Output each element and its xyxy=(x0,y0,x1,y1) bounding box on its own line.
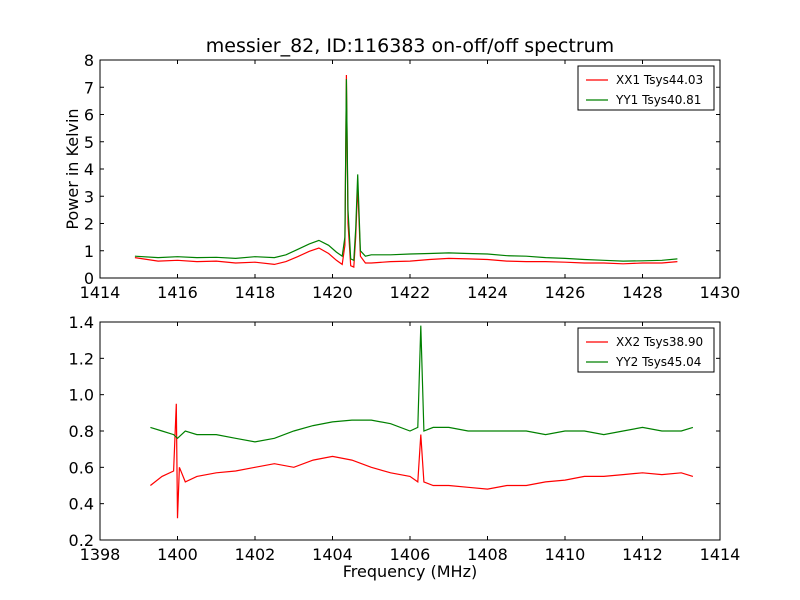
bottom-x-tick-label: 1402 xyxy=(235,545,276,564)
top-y-tick-label: 6 xyxy=(84,106,94,125)
top-x-tick-label: 1418 xyxy=(235,283,276,302)
bottom-x-tick-label: 1410 xyxy=(545,545,586,564)
top-x-tick-label: 1422 xyxy=(390,283,431,302)
bottom-x-tick-label: 1408 xyxy=(467,545,508,564)
bottom-y-tick-label: 1.0 xyxy=(69,386,94,405)
bottom-x-tick-label: 1414 xyxy=(700,545,741,564)
top-y-tick-label: 2 xyxy=(84,215,94,234)
top-legend-box xyxy=(577,65,715,111)
top-panel: 1414 1416 1418 1420 1422 1424 1426 1428 1430 0 1 2 3… xyxy=(63,51,740,302)
top-x-tick-label: 1426 xyxy=(545,283,586,302)
bottom-y-tick-label: 1.4 xyxy=(69,313,94,332)
top-y-tick-label: 0 xyxy=(84,269,94,288)
top-y-tick-label: 8 xyxy=(84,51,94,70)
top-x-tick-label: 1414 xyxy=(80,283,121,302)
bottom-legend-box xyxy=(577,327,715,373)
top-x-tick-label: 1416 xyxy=(157,283,198,302)
bottom-legend-label-1: YY2 Tsys45.04 xyxy=(615,355,701,369)
top-y-tick-label: 4 xyxy=(84,160,94,179)
bottom-x-axis-title: Frequency (MHz) xyxy=(343,562,477,581)
bottom-x-tick-label: 1398 xyxy=(80,545,121,564)
top-x-tick-label: 1424 xyxy=(467,283,508,302)
top-legend: XX1 Tsys44.03 YY1 Tsys40.81 xyxy=(577,65,715,111)
bottom-x-tick-label: 1400 xyxy=(157,545,198,564)
top-x-tick-label: 1428 xyxy=(622,283,663,302)
bottom-x-tick-label: 1406 xyxy=(390,545,431,564)
bottom-y-tick-label: 0.8 xyxy=(69,422,94,441)
top-legend-label-1: YY1 Tsys40.81 xyxy=(615,93,701,107)
bottom-y-tick-label: 1.2 xyxy=(69,349,94,368)
bottom-legend-label-0: XX2 Tsys38.90 xyxy=(616,335,703,349)
bottom-panel: 1398 1400 1402 1404 1406 1408 1410 1412 1414 0.2 0… xyxy=(69,313,741,581)
bottom-legend: XX2 Tsys38.90 YY2 Tsys45.04 xyxy=(577,327,715,373)
figure-title: messier_82, ID:116383 on-off/off spectru… xyxy=(206,35,614,57)
bottom-y-tick-label: 0.4 xyxy=(69,495,94,514)
bottom-y-tick-label: 0.2 xyxy=(69,531,94,550)
top-y-tick-label: 5 xyxy=(84,133,94,152)
bottom-x-tick-label: 1404 xyxy=(312,545,353,564)
top-x-tick-label: 1430 xyxy=(700,283,741,302)
top-y-axis-title: Power in Kelvin xyxy=(63,108,82,229)
top-legend-label-0: XX1 Tsys44.03 xyxy=(616,73,703,87)
bottom-x-tick-label: 1412 xyxy=(622,545,663,564)
top-y-tick-label: 1 xyxy=(84,242,94,261)
bottom-y-tick-label: 0.6 xyxy=(69,458,94,477)
top-x-tick-label: 1420 xyxy=(312,283,353,302)
top-y-tick-label: 7 xyxy=(84,78,94,97)
top-y-tick-label: 3 xyxy=(84,187,94,206)
